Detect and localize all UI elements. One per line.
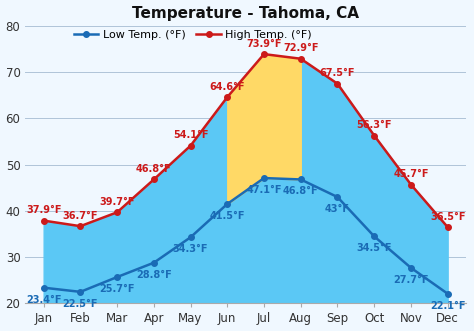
Text: 22.5°F: 22.5°F	[63, 299, 98, 309]
Text: 36.5°F: 36.5°F	[430, 212, 465, 221]
Text: 54.1°F: 54.1°F	[173, 130, 208, 140]
Text: 46.8°F: 46.8°F	[136, 164, 172, 174]
Text: 27.7°F: 27.7°F	[393, 275, 428, 285]
Text: 28.8°F: 28.8°F	[136, 270, 172, 280]
Text: 25.7°F: 25.7°F	[100, 284, 135, 294]
Text: 22.1°F: 22.1°F	[430, 301, 465, 310]
Text: 67.5°F: 67.5°F	[319, 68, 355, 78]
Legend: Low Temp. (°F), High Temp. (°F): Low Temp. (°F), High Temp. (°F)	[69, 26, 316, 45]
Text: 47.1°F: 47.1°F	[246, 185, 282, 195]
Text: 73.9°F: 73.9°F	[246, 38, 282, 49]
Text: 56.3°F: 56.3°F	[356, 120, 392, 130]
Text: 34.5°F: 34.5°F	[356, 243, 392, 253]
Text: 39.7°F: 39.7°F	[100, 197, 135, 207]
Text: 64.6°F: 64.6°F	[210, 81, 245, 92]
Text: 45.7°F: 45.7°F	[393, 169, 428, 179]
Text: 46.8°F: 46.8°F	[283, 186, 319, 196]
Text: 41.5°F: 41.5°F	[210, 211, 245, 221]
Text: 34.3°F: 34.3°F	[173, 244, 208, 254]
Text: 36.7°F: 36.7°F	[63, 211, 98, 221]
Title: Temperature - Tahoma, CA: Temperature - Tahoma, CA	[132, 6, 359, 21]
Text: 72.9°F: 72.9°F	[283, 43, 319, 53]
Text: 23.4°F: 23.4°F	[26, 295, 62, 305]
Text: 37.9°F: 37.9°F	[26, 205, 62, 215]
Text: 43°F: 43°F	[325, 204, 350, 214]
